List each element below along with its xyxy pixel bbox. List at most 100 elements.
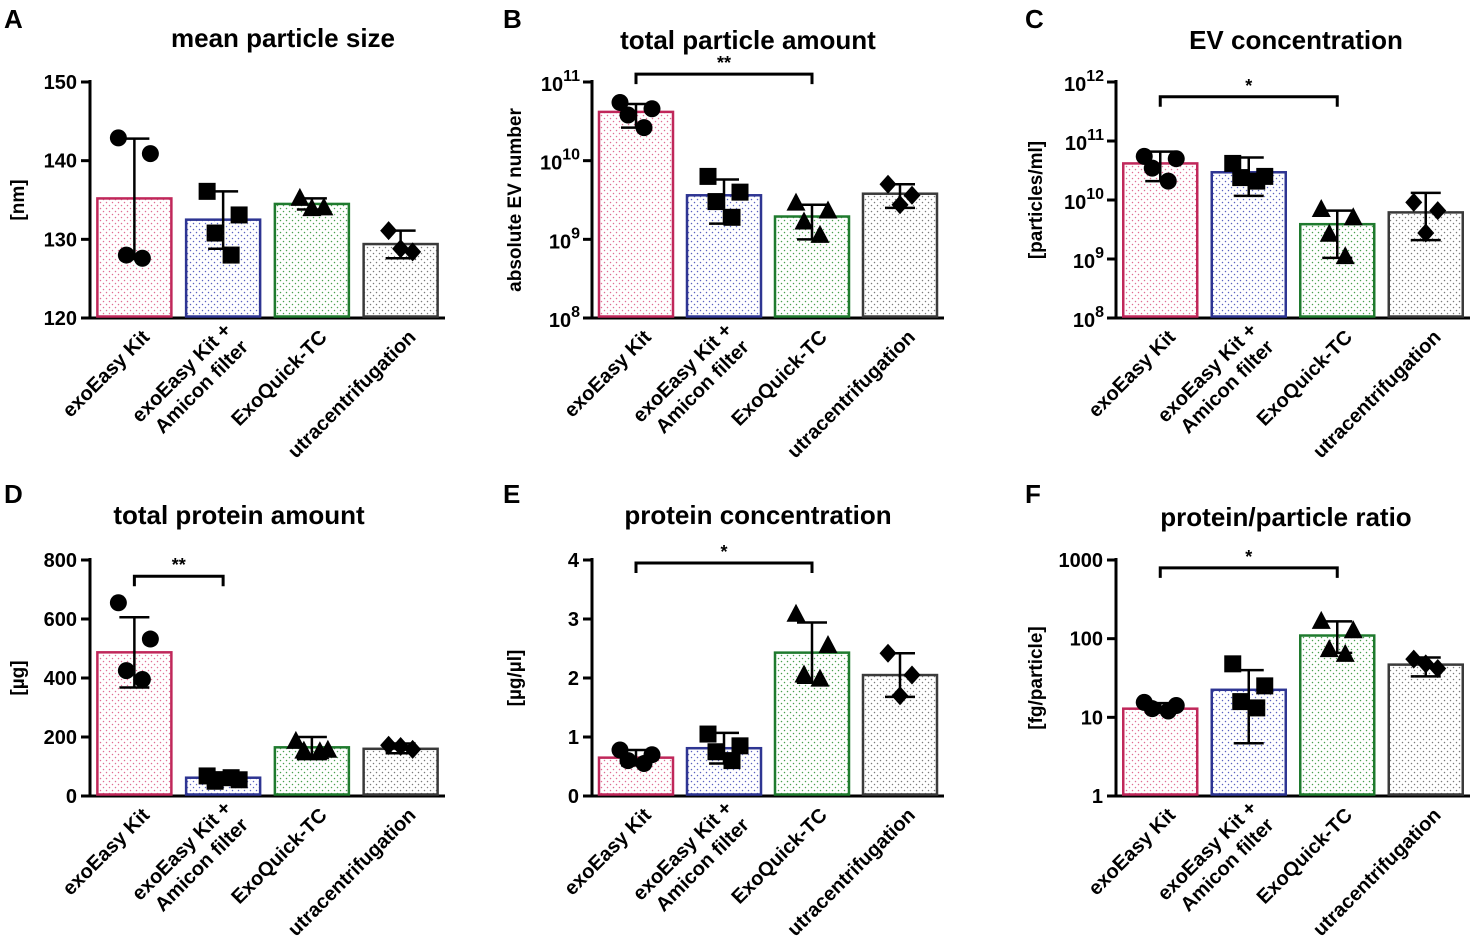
y-tick-label: 0: [66, 786, 77, 808]
panel-title: total particle amount: [620, 25, 876, 55]
data-point: [109, 594, 127, 612]
y-tick-label: 140: [44, 151, 77, 173]
y-tick-label: 130: [44, 229, 77, 251]
data-point: [286, 730, 306, 749]
significance-label: **: [717, 53, 731, 73]
significance-label: *: [720, 542, 727, 562]
data-point: [1343, 207, 1363, 226]
panel-c: C EV concentration [particles/ml] 108 109 101…: [1025, 4, 1470, 463]
data-point: [1248, 172, 1266, 190]
data-point: [1343, 620, 1363, 639]
panel-letter: C: [1025, 4, 1044, 34]
data-point: [794, 664, 814, 683]
data-point: [1335, 246, 1355, 265]
y-tick-label: 109: [549, 225, 580, 253]
y-tick-label: 108: [549, 304, 580, 332]
data-point: [879, 174, 897, 194]
data-point: [731, 737, 749, 755]
data-point: [294, 740, 314, 759]
y-axis-label: [fg/particle]: [1026, 626, 1047, 729]
y-tick-label: 800: [44, 550, 77, 572]
data-point: [723, 208, 741, 226]
y-tick-label: 1000: [1059, 550, 1104, 572]
data-point: [1311, 198, 1331, 217]
data-point: [1232, 693, 1250, 711]
panel-letter: D: [4, 479, 23, 509]
data-point: [1143, 159, 1161, 177]
data-point: [818, 635, 838, 654]
panel-title: total protein amount: [113, 500, 365, 530]
y-tick-label: 100: [1070, 629, 1103, 651]
data-point: [1159, 172, 1177, 190]
data-point: [1319, 223, 1339, 242]
panel-title: protein/particle ratio: [1160, 502, 1411, 532]
y-tick-label: 1011: [1065, 127, 1104, 155]
y-tick-label: 600: [44, 609, 77, 631]
data-point: [1429, 201, 1447, 221]
y-tick-label: 108: [1073, 304, 1104, 332]
y-tick-label: 400: [44, 668, 77, 690]
data-point: [810, 224, 830, 243]
data-point: [619, 106, 637, 124]
bar-1: [1122, 162, 1199, 318]
data-point: [206, 224, 224, 242]
panel-letter: B: [503, 4, 522, 34]
panel-title: EV concentration: [1189, 25, 1403, 55]
data-point: [1405, 192, 1423, 212]
panel-title: protein concentration: [624, 500, 891, 530]
y-tick-label: 1012: [1064, 68, 1104, 96]
data-point: [891, 686, 909, 706]
data-point: [1232, 169, 1250, 187]
data-point: [707, 193, 725, 211]
bar-1: [597, 110, 675, 318]
data-point: [794, 211, 814, 230]
significance-label: **: [172, 555, 186, 575]
data-point: [392, 736, 410, 756]
panel-letter: F: [1025, 479, 1041, 509]
significance-bracket: [132, 574, 225, 587]
y-tick-label: 150: [44, 72, 77, 94]
data-point: [380, 735, 398, 755]
bar-3: [273, 202, 351, 318]
data-point: [310, 741, 330, 760]
y-axis-label: [nm]: [8, 179, 29, 220]
significance-bracket: [1158, 566, 1339, 578]
data-point: [723, 752, 741, 770]
data-point: [117, 246, 135, 264]
panel-title: mean particle size: [171, 23, 395, 53]
data-point: [879, 643, 897, 663]
data-point: [1417, 223, 1435, 243]
data-point: [302, 198, 322, 217]
data-point: [1256, 677, 1274, 695]
y-axis-label: [particles/ml]: [1026, 141, 1047, 259]
y-tick-label: 4: [568, 550, 580, 572]
y-tick-label: 120: [44, 308, 77, 330]
data-point: [1248, 699, 1266, 717]
significance-bracket: [634, 72, 814, 85]
y-tick-label: 200: [44, 727, 77, 749]
y-axis-label: [µg/µl]: [505, 650, 526, 707]
data-point: [619, 752, 637, 770]
bar-3: [1299, 634, 1376, 796]
significance-bracket: [634, 561, 814, 573]
data-point: [290, 187, 310, 206]
data-point: [141, 630, 159, 648]
data-point: [198, 182, 216, 200]
data-point: [635, 119, 653, 137]
data-point: [1159, 702, 1177, 720]
y-tick-label: 1: [568, 727, 579, 749]
data-point: [818, 200, 838, 219]
bar-1: [1122, 707, 1199, 796]
data-point: [635, 755, 653, 773]
data-point: [810, 668, 830, 687]
data-point: [699, 167, 717, 185]
bar-3: [1299, 222, 1376, 318]
data-point: [392, 239, 410, 259]
y-tick-label: 2: [568, 668, 579, 690]
data-point: [314, 197, 334, 216]
data-point: [404, 739, 422, 759]
